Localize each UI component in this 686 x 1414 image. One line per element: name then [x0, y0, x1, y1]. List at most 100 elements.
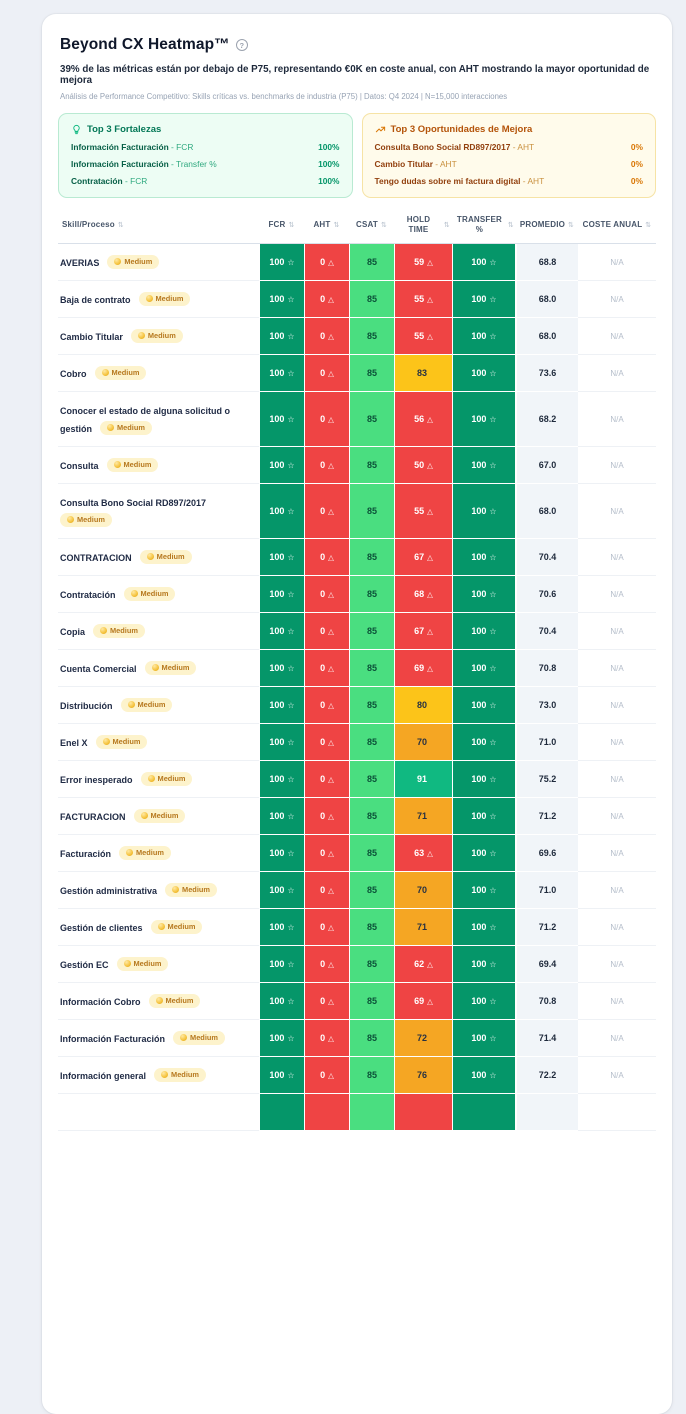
- hold-time-cell: 50 △: [394, 447, 452, 484]
- page-title: Beyond CX Heatmap™: [60, 36, 230, 53]
- column-header-promedio[interactable]: PROMEDIO ⇅: [516, 209, 578, 244]
- priority-dot-icon: [126, 849, 134, 857]
- sort-icon[interactable]: ⇅: [507, 222, 514, 229]
- column-label: Skill/Proceso: [62, 220, 115, 229]
- priority-badge-label: Medium: [133, 959, 162, 969]
- star-icon: ☆: [287, 997, 295, 1006]
- hold-time-cell: 91: [394, 761, 452, 798]
- aht-cell: 0 △: [304, 687, 349, 724]
- sort-icon[interactable]: ⇅: [380, 222, 388, 229]
- fcr-cell: [259, 1094, 304, 1131]
- aht-cell: 0 △: [304, 355, 349, 392]
- warning-icon: △: [328, 507, 334, 516]
- warning-icon: △: [328, 627, 334, 636]
- priority-dot-icon: [107, 424, 115, 432]
- star-icon: ☆: [489, 960, 497, 969]
- fcr-cell: 100 ☆: [259, 724, 304, 761]
- panel-item-label: Tengo dudas sobre mi factura digital - A…: [374, 176, 545, 186]
- panel-item-value: 100%: [318, 142, 340, 152]
- hold-time-cell: [394, 1094, 452, 1131]
- promedio-cell: 70.8: [516, 983, 578, 1020]
- csat-cell: 85: [349, 687, 394, 724]
- priority-badge-label: Medium: [190, 1033, 218, 1043]
- csat-cell: 85: [349, 798, 394, 835]
- warning-icon: △: [427, 461, 433, 470]
- transfer-cell: 100 ☆: [452, 576, 516, 613]
- csat-cell: 85: [349, 447, 394, 484]
- warning-icon: △: [328, 886, 334, 895]
- hold-time-cell: 55 △: [394, 281, 452, 318]
- aht-cell: 0 △: [304, 613, 349, 650]
- help-circle-icon[interactable]: ?: [235, 39, 248, 51]
- table-row: Conocer el estado de alguna solicitud o …: [58, 392, 656, 447]
- priority-dot-icon: [155, 997, 163, 1005]
- warning-icon: △: [328, 775, 334, 784]
- priority-dot-icon: [100, 627, 108, 635]
- panel-list-item: Tengo dudas sobre mi factura digital - A…: [375, 176, 644, 186]
- priority-badge: Medium: [95, 734, 148, 749]
- promedio-cell: 67.0: [516, 447, 578, 484]
- skill-cell: [58, 1094, 259, 1131]
- skill-cell: CONTRATACION Medium: [58, 539, 259, 576]
- csat-cell: 85: [349, 946, 394, 983]
- skill-cell: Baja de contrato Medium: [58, 281, 259, 318]
- priority-badge-label: Medium: [150, 811, 179, 821]
- fcr-cell: 100 ☆: [259, 650, 304, 687]
- hold-time-cell: 62 △: [394, 946, 452, 983]
- sort-icon[interactable]: ⇅: [645, 222, 652, 229]
- priority-badge: Medium: [116, 956, 169, 971]
- star-icon: ☆: [287, 369, 295, 378]
- column-header-aht[interactable]: AHT ⇅: [304, 209, 349, 244]
- priority-badge: Medium: [123, 586, 176, 601]
- csat-cell: 85: [349, 576, 394, 613]
- hold-time-cell: 55 △: [394, 484, 452, 539]
- sort-icon[interactable]: ⇅: [288, 222, 295, 229]
- table-row: [58, 1094, 656, 1131]
- skill-name: FACTURACION: [60, 812, 126, 822]
- priority-badge: Medium: [173, 1030, 225, 1045]
- table-row: Información Facturación Medium 100 ☆ 0 △ 85…: [58, 1020, 656, 1057]
- aht-cell: 0 △: [304, 835, 349, 872]
- column-header-skill-proceso[interactable]: Skill/Proceso ⇅: [58, 209, 259, 244]
- transfer-cell: 100 ☆: [452, 872, 516, 909]
- promedio-cell: 71.2: [516, 798, 578, 835]
- fcr-cell: 100 ☆: [259, 761, 304, 798]
- panel-item-label: Cambio Titular - AHT: [374, 159, 457, 169]
- coste-anual-cell: N/A: [578, 983, 656, 1020]
- column-header-csat[interactable]: CSAT ⇅: [349, 209, 394, 244]
- column-header-coste-anual[interactable]: COSTE ANUAL ⇅: [578, 209, 656, 244]
- sort-icon[interactable]: ⇅: [333, 222, 340, 229]
- priority-badge-label: Medium: [157, 774, 186, 784]
- promedio-cell: 68.2: [516, 392, 578, 447]
- warning-icon: △: [328, 997, 334, 1006]
- promedio-cell: 71.2: [516, 909, 578, 946]
- panel-list-item: Información Facturación - Transfer % 100…: [71, 159, 340, 169]
- star-icon: ☆: [287, 701, 295, 710]
- priority-badge-label: Medium: [182, 885, 210, 895]
- warning-icon: △: [427, 960, 433, 969]
- csat-cell: 85: [349, 761, 394, 798]
- transfer-cell: 100 ☆: [452, 447, 516, 484]
- priority-dot-icon: [161, 1071, 169, 1079]
- aht-cell: 0 △: [304, 872, 349, 909]
- skill-cell: Información general Medium: [58, 1057, 259, 1094]
- sort-icon[interactable]: ⇅: [443, 222, 450, 229]
- priority-dot-icon: [151, 664, 159, 672]
- transfer-cell: 100 ☆: [452, 539, 516, 576]
- column-header-hold-time[interactable]: HOLD TIME ⇅: [394, 209, 452, 244]
- sort-icon[interactable]: ⇅: [568, 222, 575, 229]
- column-header-transfer-[interactable]: TRANSFER % ⇅: [452, 209, 516, 244]
- opportunities-panel-title: Top 3 Oportunidades de Mejora: [390, 124, 533, 135]
- table-row: Gestión de clientes Medium 100 ☆ 0 △ 85 71 …: [58, 909, 656, 946]
- fcr-cell: 100 ☆: [259, 1020, 304, 1057]
- analysis-meta-text: Análisis de Performance Competitivo: Ski…: [60, 92, 508, 101]
- hold-time-cell: 80: [394, 687, 452, 724]
- hold-time-cell: 67 △: [394, 613, 452, 650]
- fcr-cell: 100 ☆: [259, 281, 304, 318]
- warning-icon: △: [328, 461, 334, 470]
- star-icon: ☆: [489, 507, 497, 516]
- column-header-fcr[interactable]: FCR ⇅: [259, 209, 304, 244]
- csat-cell: 85: [349, 281, 394, 318]
- sort-icon[interactable]: ⇅: [117, 222, 124, 229]
- csat-cell: 85: [349, 650, 394, 687]
